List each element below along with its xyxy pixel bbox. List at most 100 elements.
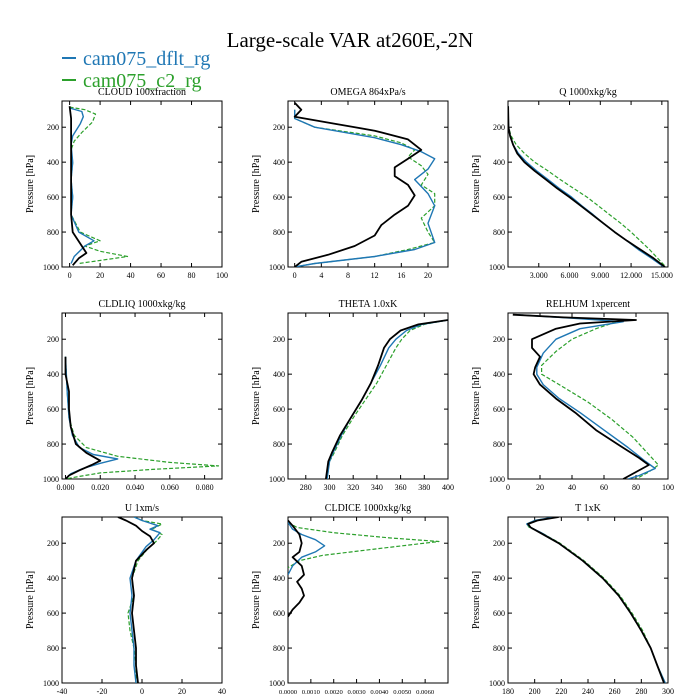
y-axis-label: Pressure [hPa] <box>251 571 262 629</box>
x-tick-label: 60 <box>157 271 165 280</box>
y-tick-label: 200 <box>47 539 59 548</box>
x-tick-label: 200 <box>529 687 541 696</box>
y-axis-label: Pressure [hPa] <box>25 155 36 213</box>
panel-title: CLOUD 100xfraction <box>98 87 186 98</box>
panel-title: Q 1000xkg/kg <box>559 87 617 98</box>
y-tick-label: 200 <box>493 123 505 132</box>
x-tick-label: 9.000 <box>591 271 609 280</box>
y-tick-label: 400 <box>273 370 285 379</box>
x-tick-label: 0.020 <box>91 483 109 492</box>
plot-frame <box>287 516 449 684</box>
plot-frame <box>287 312 449 480</box>
x-tick-label: 0.0000 <box>279 689 298 696</box>
legend-swatch-c2 <box>62 79 76 82</box>
x-tick-label: 40 <box>568 483 576 492</box>
legend-label-c2: cam075_c2_rg <box>83 70 202 92</box>
x-tick-label: 240 <box>582 687 594 696</box>
y-tick-label: 400 <box>493 574 505 583</box>
x-tick-label: 0 <box>68 271 72 280</box>
y-tick-label: 600 <box>493 609 505 618</box>
plot-frame <box>61 100 223 268</box>
y-tick-label: 600 <box>47 405 59 414</box>
panel-title: CLDLIQ 1000xkg/kg <box>99 299 186 310</box>
y-axis-label: Pressure [hPa] <box>251 367 262 425</box>
legend-entry-dflt: cam075_dflt_rg <box>62 48 210 70</box>
y-tick-label: 1000 <box>269 679 285 688</box>
series-line-dflt <box>508 106 665 267</box>
series-line-c2 <box>288 521 440 569</box>
y-tick-label: 800 <box>273 644 285 653</box>
x-tick-label: 0.0020 <box>325 689 344 696</box>
x-tick-label: 380 <box>418 483 430 492</box>
x-tick-label: 20 <box>178 687 186 696</box>
x-tick-label: 20 <box>96 271 104 280</box>
x-tick-label: 20 <box>424 271 432 280</box>
x-tick-label: 0 <box>140 687 144 696</box>
x-tick-label: 60 <box>600 483 608 492</box>
panel-title: CLDICE 1000xkg/kg <box>325 503 411 514</box>
panel-title: T 1xK <box>575 503 601 514</box>
x-tick-label: 0.0060 <box>416 689 435 696</box>
x-tick-label: 0.060 <box>161 483 179 492</box>
panel-title: OMEGA 864xPa/s <box>330 87 405 98</box>
plot-frame <box>287 100 449 268</box>
x-tick-label: 0.080 <box>196 483 214 492</box>
x-tick-label: 320 <box>347 483 359 492</box>
y-axis-label: Pressure [hPa] <box>471 155 482 213</box>
series-group <box>293 102 436 267</box>
y-tick-label: 200 <box>493 539 505 548</box>
y-tick-label: 400 <box>493 370 505 379</box>
x-tick-label: -40 <box>57 687 68 696</box>
plot-frame <box>507 516 669 684</box>
y-tick-label: 600 <box>47 193 59 202</box>
y-axis-label: Pressure [hPa] <box>471 367 482 425</box>
x-tick-label: 0 <box>506 483 510 492</box>
y-tick-label: 800 <box>493 228 505 237</box>
series-line-obs <box>293 102 423 267</box>
y-tick-label: 400 <box>493 158 505 167</box>
y-tick-label: 600 <box>273 193 285 202</box>
y-axis-label: Pressure [hPa] <box>471 571 482 629</box>
x-tick-label: 16 <box>397 271 405 280</box>
series-line-c2 <box>294 109 436 267</box>
y-tick-label: 200 <box>273 335 285 344</box>
panel-3: Q 1000xkg/kg Pressure [hPa] 200 400 600 800 10… <box>471 87 673 280</box>
y-tick-label: 200 <box>273 123 285 132</box>
series-line-obs <box>512 313 650 479</box>
legend: cam075_dflt_rg cam075_c2_rg <box>62 48 210 92</box>
x-tick-label: 6.000 <box>561 271 579 280</box>
x-tick-label: 100 <box>662 483 674 492</box>
x-tick-label: 8 <box>346 271 350 280</box>
series-group <box>64 356 220 479</box>
x-tick-label: 300 <box>662 687 674 696</box>
x-tick-label: 80 <box>632 483 640 492</box>
series-group <box>526 517 666 683</box>
x-tick-label: 0.0010 <box>302 689 321 696</box>
y-tick-label: 600 <box>493 405 505 414</box>
series-line-dflt <box>515 314 656 479</box>
panel-title: RELHUM 1xpercent <box>546 299 630 310</box>
series-line-c2 <box>326 319 448 479</box>
y-tick-label: 400 <box>273 158 285 167</box>
x-tick-label: 20 <box>536 483 544 492</box>
series-line-dflt <box>526 517 666 683</box>
y-axis-label: Pressure [hPa] <box>251 155 262 213</box>
y-tick-label: 600 <box>273 405 285 414</box>
panel-8: CLDICE 1000xkg/kg Pressure [hPa] 200 400 600… <box>251 503 449 696</box>
series-group <box>288 519 440 618</box>
x-tick-label: 300 <box>323 483 335 492</box>
x-tick-label: 0.040 <box>126 483 144 492</box>
series-line-obs <box>117 517 155 683</box>
y-tick-label: 200 <box>47 123 59 132</box>
y-tick-label: 200 <box>47 335 59 344</box>
series-line-c2 <box>508 106 667 267</box>
x-tick-label: 280 <box>300 483 312 492</box>
plot-frame <box>61 516 223 684</box>
series-line-obs <box>68 106 88 266</box>
series-line-c2 <box>515 314 659 479</box>
x-tick-label: 3.000 <box>530 271 548 280</box>
